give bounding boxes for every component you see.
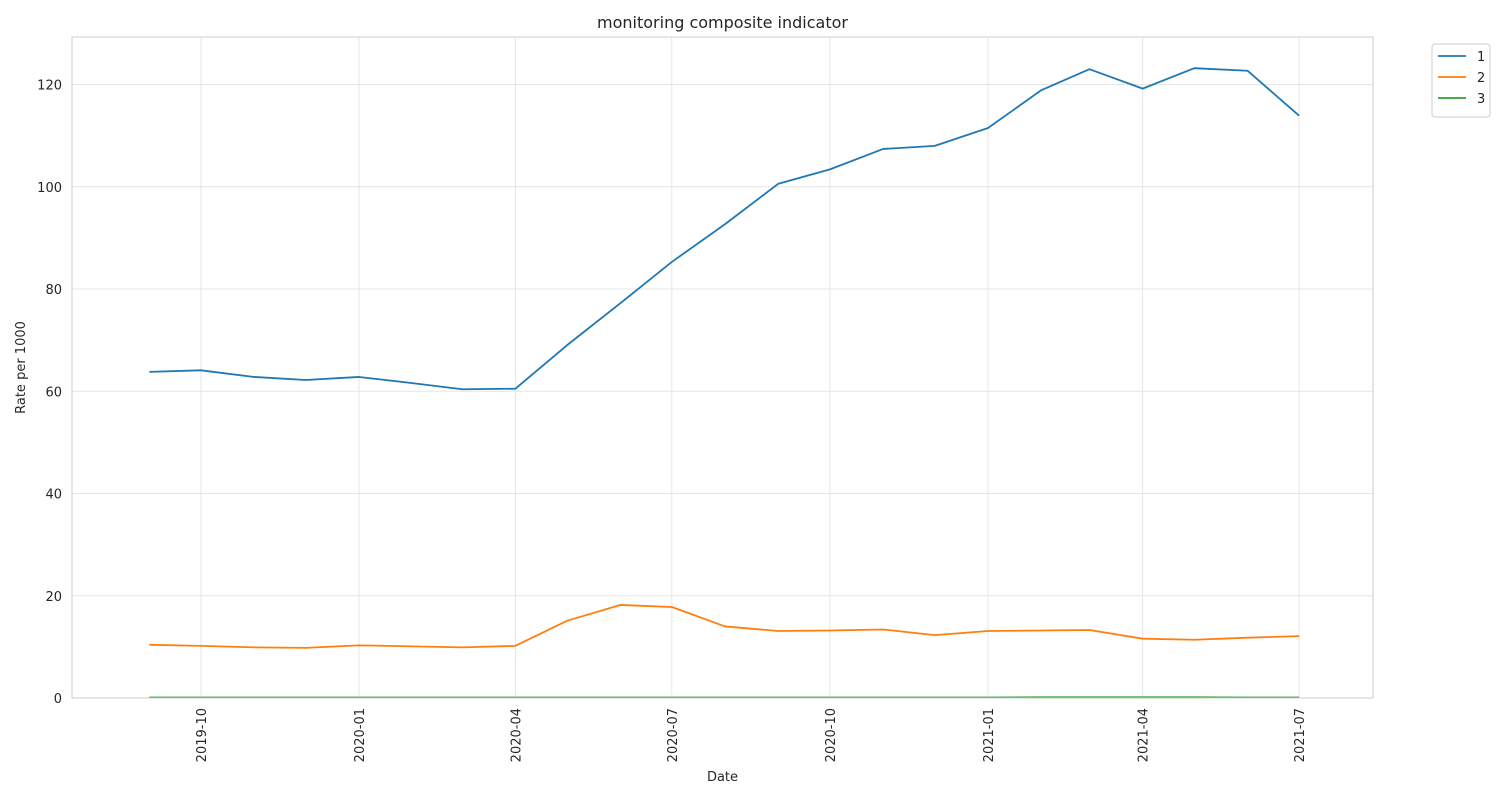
legend: 1 2 3 [1431,43,1491,118]
x-tick-label: 2021-04 [1137,708,1152,762]
x-tick-label: 2021-07 [1293,708,1308,762]
x-tick-label: 2020-10 [824,708,839,762]
chart-title: monitoring composite indicator [597,13,848,32]
y-tick-label: 120 [37,79,62,94]
y-axis-label: Rate per 1000 [14,321,29,414]
plot-area [71,36,1374,699]
legend-label: 1 [1477,50,1485,65]
x-tick-label: 2019-10 [195,708,210,762]
y-tick-label: 60 [45,385,62,400]
x-tick-label: 2020-04 [509,708,524,762]
series-lines [149,67,1300,699]
y-tick-label: 20 [45,590,62,605]
x-tick-label: 2020-01 [353,708,368,762]
x-tick-label: 2020-07 [666,708,681,762]
y-axis-ticks: 0 20 40 60 80 100 120 [37,79,62,707]
legend-label: 2 [1477,71,1485,86]
series-line-1 [149,67,1300,391]
legend-label: 3 [1477,92,1485,107]
series-line-2 [149,604,1300,649]
x-axis-ticks: 2019-10 2020-01 2020-04 2020-07 2020-10 2021-… [195,708,1308,762]
grid-lines [72,37,1373,699]
x-tick-label: 2021-01 [982,708,997,762]
x-axis-label: Date [707,770,738,785]
y-tick-label: 80 [45,283,62,298]
y-tick-label: 40 [45,488,62,503]
y-tick-label: 100 [37,181,62,196]
y-tick-label: 0 [54,692,62,707]
